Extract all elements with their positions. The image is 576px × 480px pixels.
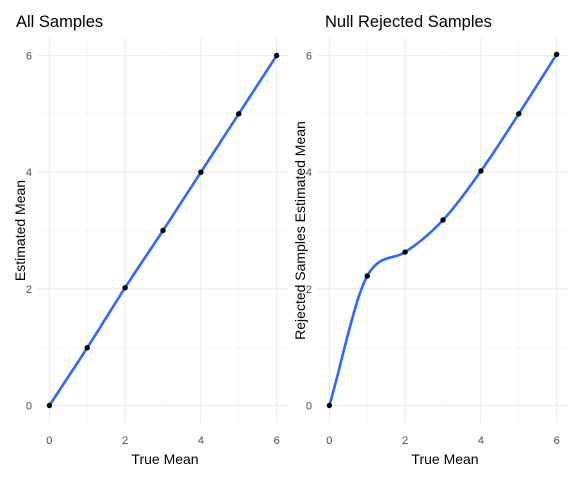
y-tick-label: 6 xyxy=(306,51,312,63)
data-point xyxy=(160,227,166,234)
data-point xyxy=(236,111,242,117)
x-tick-label: 4 xyxy=(478,435,484,447)
y-axis-label: Rejected Samples Estimated Mean xyxy=(292,121,308,340)
data-point xyxy=(516,111,522,117)
x-tick-label: 6 xyxy=(554,435,560,447)
data-point xyxy=(273,52,280,59)
y-tick-label: 4 xyxy=(306,167,312,179)
data-point xyxy=(46,402,53,409)
panel-2: 0 2 4 6 0 2 4 6 Null Rejected Samples True Mean Re… xyxy=(292,13,568,467)
y-tick-label: 2 xyxy=(306,284,312,296)
x-tick-label: 4 xyxy=(198,435,204,447)
y-tick-label: 2 xyxy=(26,284,32,296)
x-tick-label: 0 xyxy=(46,435,52,447)
data-point xyxy=(326,402,333,409)
data-point xyxy=(84,345,90,351)
data-point xyxy=(440,217,446,223)
y-axis-label: Estimated Mean xyxy=(12,180,28,281)
data-point xyxy=(364,273,370,279)
x-tick-label: 2 xyxy=(122,435,128,447)
data-point xyxy=(553,51,560,58)
y-tick-label: 4 xyxy=(26,167,32,179)
y-tick-label: 0 xyxy=(26,401,32,413)
data-point xyxy=(122,284,128,291)
data-point xyxy=(478,168,484,174)
panel-title: Null Rejected Samples xyxy=(325,13,492,31)
data-point xyxy=(402,249,408,255)
data-point xyxy=(198,169,204,175)
panel-title: All Samples xyxy=(16,13,103,31)
x-tick-label: 6 xyxy=(274,435,280,447)
y-tick-label: 6 xyxy=(26,51,32,63)
x-axis-label: True Mean xyxy=(131,451,198,467)
y-tick-label: 0 xyxy=(306,401,312,413)
x-tick-label: 0 xyxy=(326,435,332,447)
x-axis-label: True Mean xyxy=(411,451,478,467)
x-tick-label: 2 xyxy=(402,435,408,447)
panel-1: 0 2 4 6 0 2 4 6 All Samples True Mean Estimated Me… xyxy=(12,13,288,467)
